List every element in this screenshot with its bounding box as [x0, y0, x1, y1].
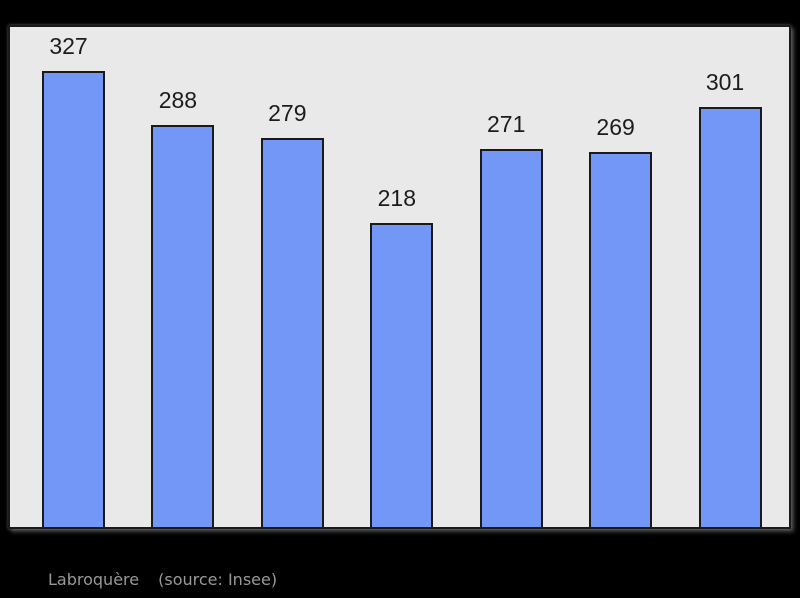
bar — [370, 223, 434, 527]
bar-value-label: 218 — [377, 185, 416, 211]
caption-source: (source: Insee) — [158, 570, 278, 589]
bar-value-label: 327 — [49, 33, 88, 59]
bar-value-label: 271 — [487, 111, 526, 138]
caption-commune-name: Labroquère — [48, 570, 140, 589]
chart-frame: 327 288 279 218 271 269 301 — [8, 25, 791, 529]
bar — [42, 71, 105, 527]
bar-value-label: 279 — [268, 99, 307, 126]
bar-value-label: 288 — [158, 87, 198, 114]
chart-caption: Labroquère (source: Insee) — [48, 570, 277, 589]
bar-value-label: 269 — [596, 113, 635, 140]
bar-value-label: 301 — [705, 69, 745, 96]
bar — [479, 149, 543, 527]
bar — [260, 137, 324, 527]
bar — [589, 151, 653, 527]
bar — [151, 125, 215, 527]
bar — [698, 107, 762, 527]
